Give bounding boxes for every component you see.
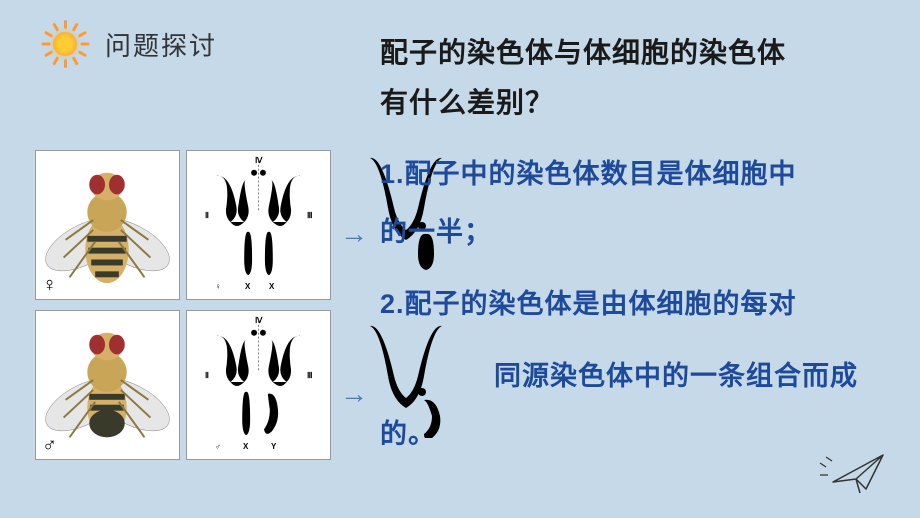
male-karyotype: Ⅳ Ⅱ Ⅲ X Y ♂ [186,310,331,460]
male-row: ♂ Ⅳ Ⅱ Ⅲ X Y ♂ [35,310,335,460]
female-symbol: ♀ [42,274,57,297]
question-text: 配子的染色体与体细胞的染色体 有什么差别？ [380,28,900,128]
kar-label-x1: X [245,282,250,291]
kar-label-msym: ♂ [215,442,221,451]
kar-label-ii-m: Ⅱ [205,371,209,380]
answer-1-line2: 的一半； [380,203,910,261]
kar-label-iv: Ⅳ [255,156,262,165]
kar-label-iii-m: Ⅲ [307,371,313,380]
karyotype-male-svg [187,311,330,459]
kar-label-ii: Ⅱ [205,211,209,220]
male-fly-image: ♂ [35,310,180,460]
answer-2-num: 2. [380,289,405,319]
answer-1-text1: 配子中的染色体数目是体细胞中 [405,159,797,189]
kar-label-fsym: ♀ [215,282,221,291]
fly-female-svg [36,151,179,299]
answers-block: 1.配子中的染色体数目是体细胞中 的一半； 2.配子的染色体是由体细胞的每对 同… [380,145,910,463]
section-title: 问题探讨 [105,26,217,63]
female-karyotype: Ⅳ Ⅱ Ⅲ X X ♀ [186,150,331,300]
kar-label-x2: X [269,282,274,291]
answer-1: 1.配子中的染色体数目是体细胞中 [380,145,910,203]
question-line2: 有什么差别？ [380,78,900,128]
male-symbol: ♂ [42,434,57,457]
fly-male-svg [36,311,179,459]
kar-label-mx: X [243,442,248,451]
question-line1: 配子的染色体与体细胞的染色体 [380,28,900,78]
diagram-column: ♀ Ⅳ Ⅱ Ⅲ X X [35,150,335,470]
kar-label-iii: Ⅲ [307,211,313,220]
kar-label-iv-m: Ⅳ [255,316,262,325]
kar-label-my: Y [271,442,276,451]
female-row: ♀ Ⅳ Ⅱ Ⅲ X X [35,150,335,300]
paper-plane-icon [818,437,898,502]
sun-icon [43,22,87,66]
karyotype-female-svg [187,151,330,299]
answer-1-num: 1. [380,159,405,189]
female-fly-image: ♀ [35,150,180,300]
answer-2: 2.配子的染色体是由体细胞的每对 [380,275,910,333]
answer-2-text1: 配子的染色体是由体细胞的每对 [405,289,797,319]
